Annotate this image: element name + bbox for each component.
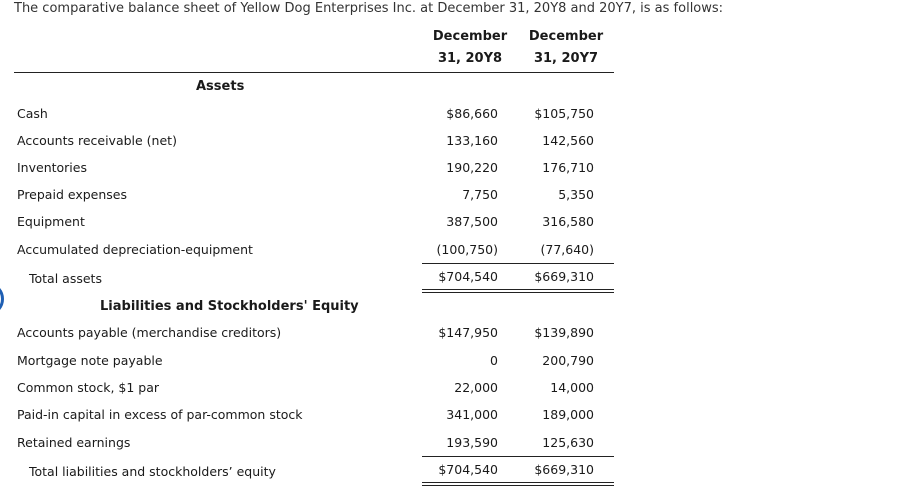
subtotal-rule-20y8	[422, 263, 518, 264]
row-label: Prepaid expenses	[17, 187, 127, 202]
value-20y7: 316,580	[542, 214, 594, 229]
value-20y8: $86,660	[446, 106, 498, 121]
value-20y7: 176,710	[542, 160, 594, 175]
value-20y8: $704,540	[438, 269, 498, 284]
value-20y7: $669,310	[534, 462, 594, 477]
row-label: Accounts payable (merchandise creditors)	[17, 325, 282, 340]
value-20y7: $105,750	[534, 106, 594, 121]
row-label: Accounts receivable (net)	[17, 133, 177, 148]
liabilities-heading: Liabilities and Stockholders' Equity	[100, 299, 359, 314]
column-header-20y7-line2: 31, 20Y7	[533, 51, 599, 66]
value-20y7: 200,790	[542, 353, 594, 368]
row-label: Equipment	[17, 214, 85, 229]
value-20y7: (77,640)	[540, 242, 595, 257]
total-liab-double-rule-20y7	[518, 482, 614, 486]
value-20y8: 190,220	[446, 160, 498, 175]
value-20y8: 387,500	[446, 214, 498, 229]
value-20y7: 14,000	[550, 380, 594, 395]
value-20y7: 5,350	[558, 187, 594, 202]
value-20y7: $139,890	[534, 325, 594, 340]
column-header-20y8: December 31, 20Y8	[422, 26, 518, 70]
value-20y8: 22,000	[454, 380, 498, 395]
subtotal-rule-liab-20y7	[518, 456, 614, 457]
column-header-20y8-line1: December	[432, 29, 508, 44]
column-header-20y8-line2: 31, 20Y8	[437, 51, 503, 66]
row-label: Total liabilities and stockholders’ equi…	[29, 464, 276, 479]
value-20y7: 189,000	[542, 407, 594, 422]
row-label: Cash	[17, 106, 48, 121]
row-label: Inventories	[17, 160, 87, 175]
column-header-20y7-line1: December	[528, 29, 604, 44]
subtotal-rule-20y7	[518, 263, 614, 264]
column-header-20y7: December 31, 20Y7	[518, 26, 614, 70]
row-label: Retained earnings	[17, 435, 131, 450]
header-rule	[14, 72, 614, 73]
total-assets-double-rule-20y8	[422, 289, 518, 293]
total-liab-double-rule-20y8	[422, 482, 518, 486]
assets-heading: Assets	[196, 79, 245, 94]
value-20y8: 0	[490, 353, 498, 368]
subtotal-rule-liab-20y8	[422, 456, 518, 457]
value-20y8: 133,160	[446, 133, 498, 148]
row-label: Paid-in capital in excess of par-common …	[17, 407, 303, 422]
circle-marker[interactable]	[0, 282, 4, 316]
value-20y7: $669,310	[534, 269, 594, 284]
value-20y8: 7,750	[462, 187, 498, 202]
value-20y7: 142,560	[542, 133, 594, 148]
intro-text: The comparative balance sheet of Yellow …	[14, 1, 724, 16]
value-20y8: $704,540	[438, 462, 498, 477]
value-20y8: (100,750)	[436, 242, 498, 257]
row-label: Common stock, $1 par	[17, 380, 160, 395]
value-20y8: $147,950	[438, 325, 498, 340]
row-label: Accumulated depreciation-equipment	[17, 242, 253, 257]
value-20y7: 125,630	[542, 435, 594, 450]
row-label: Total assets	[29, 271, 102, 286]
total-assets-double-rule-20y7	[518, 289, 614, 293]
value-20y8: 193,590	[446, 435, 498, 450]
value-20y8: 341,000	[446, 407, 498, 422]
row-label: Mortgage note payable	[17, 353, 163, 368]
